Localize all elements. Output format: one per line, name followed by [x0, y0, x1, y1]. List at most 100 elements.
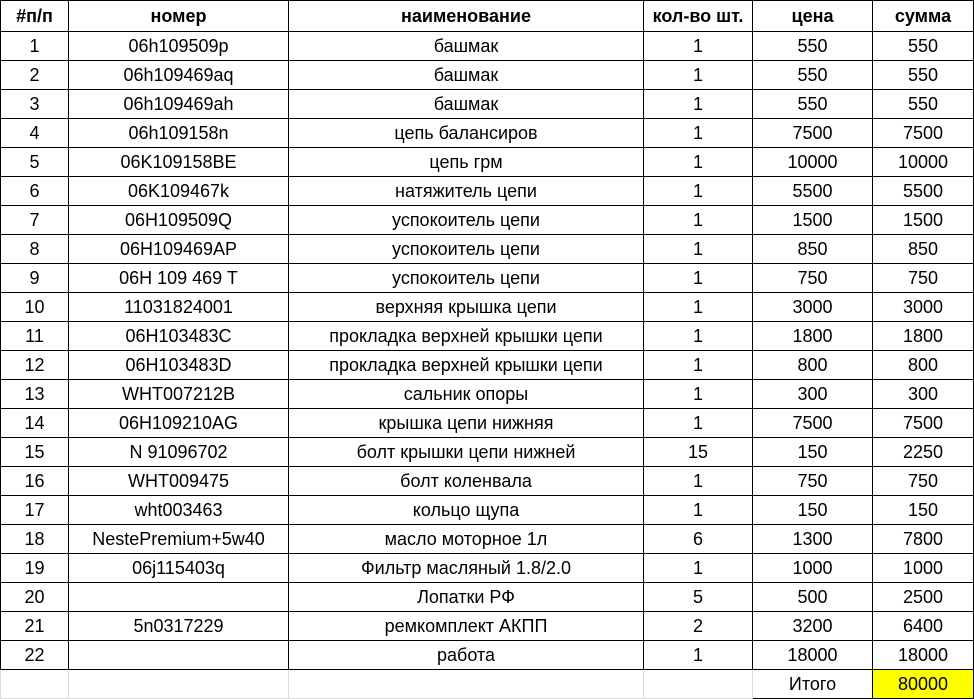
cell-price[interactable]: 150 [752, 495, 873, 525]
cell-row-number[interactable]: 9 [0, 263, 69, 293]
cell-part-number[interactable]: N 91096702 [68, 437, 289, 467]
cell-price[interactable]: 750 [752, 263, 873, 293]
cell-quantity[interactable]: 1 [643, 205, 753, 235]
cell-price[interactable]: 550 [752, 60, 873, 90]
cell-amount[interactable]: 800 [872, 350, 974, 380]
cell-row-number[interactable]: 21 [0, 611, 69, 641]
cell-part-name[interactable]: прокладка верхней крышки цепи [288, 350, 644, 380]
cell-amount[interactable]: 10000 [872, 147, 974, 177]
cell-part-number[interactable]: 06h109158n [68, 118, 289, 148]
cell-price[interactable]: 550 [752, 31, 873, 61]
cell-row-number[interactable]: 11 [0, 321, 69, 351]
cell-quantity[interactable]: 1 [643, 234, 753, 264]
cell-price[interactable]: 1000 [752, 553, 873, 583]
cell-row-number[interactable]: 4 [0, 118, 69, 148]
cell-part-number[interactable]: 06h109509p [68, 31, 289, 61]
cell-part-number[interactable]: WHT007212B [68, 379, 289, 409]
cell-amount[interactable]: 18000 [872, 640, 974, 670]
cell-price[interactable]: 150 [752, 437, 873, 467]
cell-price[interactable]: 5500 [752, 176, 873, 206]
cell-amount[interactable]: 1500 [872, 205, 974, 235]
cell-part-number[interactable]: 06H103483D [68, 350, 289, 380]
cell-amount[interactable]: 7500 [872, 408, 974, 438]
cell-price[interactable]: 1800 [752, 321, 873, 351]
cell-amount[interactable]: 150 [872, 495, 974, 525]
cell-price[interactable]: 10000 [752, 147, 873, 177]
cell-part-number[interactable]: 06h109469aq [68, 60, 289, 90]
cell-quantity[interactable]: 1 [643, 176, 753, 206]
cell-quantity[interactable]: 1 [643, 292, 753, 322]
cell-part-name[interactable]: успокоитель цепи [288, 234, 644, 264]
cell-part-number[interactable]: 06j115403q [68, 553, 289, 583]
cell-part-number[interactable]: 06H109509Q [68, 205, 289, 235]
cell-amount[interactable]: 7800 [872, 524, 974, 554]
cell-price[interactable]: 800 [752, 350, 873, 380]
cell-amount[interactable]: 2500 [872, 582, 974, 612]
empty-cell[interactable] [643, 669, 753, 699]
cell-part-name[interactable]: прокладка верхней крышки цепи [288, 321, 644, 351]
cell-amount[interactable]: 300 [872, 379, 974, 409]
cell-quantity[interactable]: 1 [643, 495, 753, 525]
cell-amount[interactable]: 3000 [872, 292, 974, 322]
cell-part-number[interactable]: 06H109469AP [68, 234, 289, 264]
cell-amount[interactable]: 850 [872, 234, 974, 264]
cell-row-number[interactable]: 19 [0, 553, 69, 583]
cell-price[interactable]: 1500 [752, 205, 873, 235]
cell-part-number[interactable]: 06K109467k [68, 176, 289, 206]
cell-quantity[interactable]: 1 [643, 379, 753, 409]
cell-amount[interactable]: 2250 [872, 437, 974, 467]
cell-part-name[interactable]: ремкомплект АКПП [288, 611, 644, 641]
cell-row-number[interactable]: 1 [0, 31, 69, 61]
cell-quantity[interactable]: 1 [643, 31, 753, 61]
cell-part-name[interactable]: Лопатки РФ [288, 582, 644, 612]
cell-quantity[interactable]: 1 [643, 147, 753, 177]
cell-row-number[interactable]: 3 [0, 89, 69, 119]
cell-part-number[interactable] [68, 582, 289, 612]
cell-price[interactable]: 300 [752, 379, 873, 409]
cell-amount[interactable]: 750 [872, 466, 974, 496]
cell-part-name[interactable]: сальник опоры [288, 379, 644, 409]
cell-amount[interactable]: 550 [872, 60, 974, 90]
column-header-price[interactable]: цена [752, 0, 873, 32]
cell-part-number[interactable]: WHT009475 [68, 466, 289, 496]
cell-row-number[interactable]: 12 [0, 350, 69, 380]
cell-part-name[interactable]: башмак [288, 60, 644, 90]
cell-amount[interactable]: 7500 [872, 118, 974, 148]
column-header-amount[interactable]: сумма [872, 0, 974, 32]
cell-part-name[interactable]: башмак [288, 89, 644, 119]
cell-amount[interactable]: 6400 [872, 611, 974, 641]
cell-quantity[interactable]: 6 [643, 524, 753, 554]
cell-row-number[interactable]: 15 [0, 437, 69, 467]
cell-price[interactable]: 18000 [752, 640, 873, 670]
cell-price[interactable]: 7500 [752, 118, 873, 148]
cell-price[interactable]: 750 [752, 466, 873, 496]
cell-quantity[interactable]: 1 [643, 640, 753, 670]
column-header-quantity[interactable]: кол-во шт. [643, 0, 753, 32]
cell-price[interactable]: 1300 [752, 524, 873, 554]
cell-amount[interactable]: 550 [872, 89, 974, 119]
cell-part-name[interactable]: работа [288, 640, 644, 670]
cell-part-name[interactable]: цепь грм [288, 147, 644, 177]
cell-amount[interactable]: 1000 [872, 553, 974, 583]
cell-part-name[interactable]: натяжитель цепи [288, 176, 644, 206]
cell-quantity[interactable]: 1 [643, 321, 753, 351]
cell-price[interactable]: 850 [752, 234, 873, 264]
cell-part-number[interactable] [68, 640, 289, 670]
cell-quantity[interactable]: 1 [643, 89, 753, 119]
cell-price[interactable]: 550 [752, 89, 873, 119]
cell-part-name[interactable]: крышка цепи нижняя [288, 408, 644, 438]
cell-price[interactable]: 3200 [752, 611, 873, 641]
cell-row-number[interactable]: 7 [0, 205, 69, 235]
cell-part-number[interactable]: 06h109469ah [68, 89, 289, 119]
cell-part-name[interactable]: успокоитель цепи [288, 263, 644, 293]
cell-part-name[interactable]: Фильтр масляный 1.8/2.0 [288, 553, 644, 583]
empty-cell[interactable] [0, 669, 69, 699]
cell-amount[interactable]: 550 [872, 31, 974, 61]
total-value[interactable]: 80000 [872, 669, 974, 699]
cell-amount[interactable]: 750 [872, 263, 974, 293]
cell-quantity[interactable]: 1 [643, 118, 753, 148]
cell-quantity[interactable]: 1 [643, 60, 753, 90]
cell-price[interactable]: 7500 [752, 408, 873, 438]
cell-row-number[interactable]: 13 [0, 379, 69, 409]
cell-amount[interactable]: 5500 [872, 176, 974, 206]
